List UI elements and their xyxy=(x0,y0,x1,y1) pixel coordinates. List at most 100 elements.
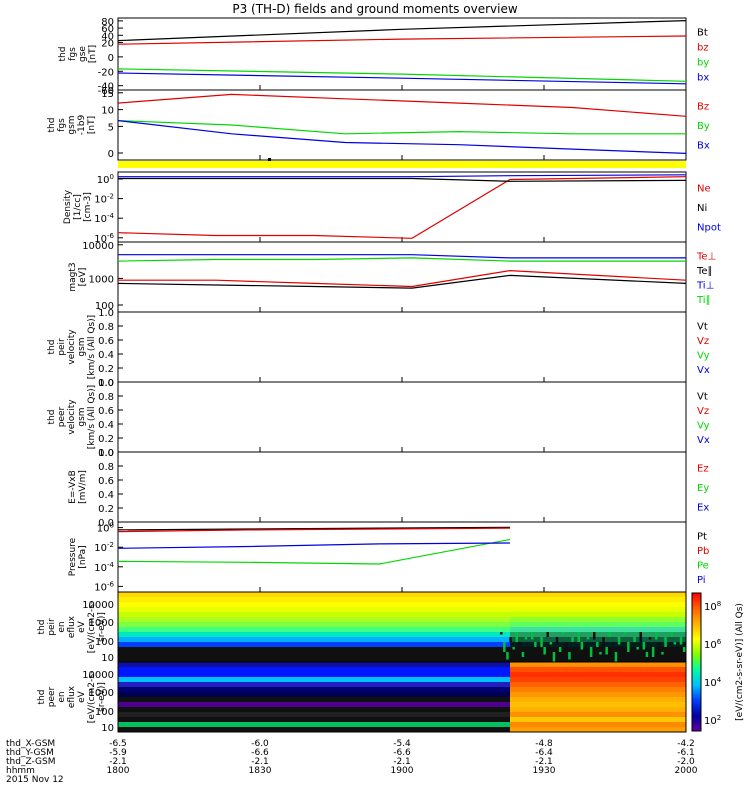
ylabel-density-1: [1/cc] xyxy=(73,194,83,220)
ylabel-peer_velocity-0: thd xyxy=(47,410,57,425)
heat-noise-8 xyxy=(524,637,528,640)
series-fgs_gsm-Bx xyxy=(117,120,687,154)
ylabel-peer_spec-0: thd xyxy=(37,690,47,705)
ylabel-peir_spec-5: [eV/(cm2-s- xyxy=(87,601,97,653)
series-temperature-Ti⊥ xyxy=(118,254,686,259)
heat-noise-11 xyxy=(534,642,537,647)
legend-peir_velocity-Vt: Vt xyxy=(697,321,708,332)
ytick-density-0: 100 xyxy=(97,173,114,186)
panel-frame-peer_velocity xyxy=(117,381,687,453)
heat-cell-peir_spec-R6 xyxy=(510,622,686,628)
ytick-peer_spec-2: 100 xyxy=(95,707,114,718)
legend-efield-Ey: Ey xyxy=(697,483,709,494)
heat-cell-peir_spec-R0 xyxy=(510,592,686,598)
heat-cell-peer_spec-L8 xyxy=(118,702,510,708)
heat-noise-56 xyxy=(673,642,677,645)
heat-cell-peir_spec-R13 xyxy=(510,657,686,663)
legend-temperature-Ti∥: Ti∥ xyxy=(696,295,711,306)
heat-cell-peer_spec-R2 xyxy=(510,672,686,678)
heat-cell-peer_spec-L11 xyxy=(118,717,510,723)
series-density-Npot xyxy=(118,174,687,178)
legend-peer_velocity-Vt: Vt xyxy=(697,391,708,402)
ytick-peir_velocity-4: 0.2 xyxy=(98,364,114,375)
heat-noise-22 xyxy=(568,652,571,660)
ylabel-peir_spec-4: eV xyxy=(77,620,87,633)
heat-noise-7 xyxy=(521,652,525,657)
heat-noise-17 xyxy=(552,652,556,662)
ytick-efield-2: 0.6 xyxy=(98,476,114,487)
heat-noise-21 xyxy=(565,642,568,652)
heat-cell-peir_spec-L5 xyxy=(118,617,510,623)
xaxis-value-0-4: -4.2 xyxy=(677,739,695,749)
heat-noise-57 xyxy=(676,652,680,662)
xaxis-value-0-1: -6.0 xyxy=(251,739,269,749)
heat-cell-peir_spec-L4 xyxy=(118,612,510,618)
heat-noise-15 xyxy=(546,632,549,637)
ylabel-peir_spec-6: sr-eV)] xyxy=(97,612,107,642)
heat-cell-peer_spec-R3 xyxy=(510,677,686,683)
ytick-peir_velocity-2: 0.6 xyxy=(98,336,114,347)
xaxis-value-3-2: 1900 xyxy=(391,766,414,776)
xaxis-value-3-3: 1930 xyxy=(533,766,556,776)
ylabel-peir_velocity-1: peir xyxy=(57,338,67,356)
heat-cell-peir_spec-R1 xyxy=(510,597,686,603)
ylabel-temperature-1: [eV] xyxy=(78,268,88,287)
heat-noise-25 xyxy=(577,632,580,642)
heat-noise-26 xyxy=(580,642,584,650)
heat-cell-peer_spec-L1 xyxy=(118,667,510,673)
heat-noise-35 xyxy=(608,632,611,637)
ylabel-peer_velocity-4: [km/s (All Qs)] xyxy=(87,385,97,449)
ytick-peer_velocity-3: 0.4 xyxy=(98,420,114,431)
ylabel-peer_spec-6: sr-eV)] xyxy=(97,682,107,712)
ytick-efield-1: 0.8 xyxy=(98,462,114,473)
heat-noise-38 xyxy=(617,637,621,645)
ytick-peir_velocity-1: 0.8 xyxy=(98,322,114,333)
legend-fgs_gse-bz: bz xyxy=(697,43,709,54)
heat-noise-5 xyxy=(515,632,518,642)
heat-noise-55 xyxy=(670,632,673,637)
series-fgs_gsm-By xyxy=(117,120,686,135)
heat-cell-peir_spec-R12 xyxy=(510,652,686,658)
ylabel-peer_spec-4: eV xyxy=(77,690,87,703)
xaxis-value-2-3: -2.1 xyxy=(535,757,553,767)
xaxis-value-1-2: -6.6 xyxy=(393,748,411,758)
heat-cell-peer_spec-R8 xyxy=(510,702,686,708)
xaxis-value-2-2: -2.1 xyxy=(393,757,411,767)
heat-noise-52 xyxy=(661,652,664,655)
series-pressure-Pt xyxy=(117,526,511,531)
heat-cell-peir_spec-L8 xyxy=(118,632,510,638)
ytick-pressure-3: 10-6 xyxy=(94,580,114,593)
series-fgs_gse-bz xyxy=(117,35,687,45)
series-temperature-Te⊥ xyxy=(118,269,687,288)
xaxis-value-0-0: -6.5 xyxy=(109,739,127,749)
heat-noise-19 xyxy=(558,647,562,652)
heat-cell-peir_spec-R3 xyxy=(510,607,686,613)
heat-cell-peir_spec-R5 xyxy=(510,617,686,623)
ylabel-peir_velocity-4: [km/s (All Qs)] xyxy=(87,315,97,379)
ytick-temperature-0: 10000 xyxy=(82,241,114,252)
heat-noise-27 xyxy=(583,652,587,657)
ytick-peir_velocity-0: 1.0 xyxy=(98,308,114,319)
ytick-fgs_gse-7: -60 xyxy=(98,86,114,97)
ytick-peir_spec-0: 10000 xyxy=(82,600,114,611)
ytick-fgs_gse-6: -40 xyxy=(98,82,114,93)
ylabel-temperature-0: magt3 xyxy=(68,262,78,291)
ylabel-peir_velocity-2: velocity xyxy=(67,329,77,365)
heat-cell-peer_spec-L0 xyxy=(118,662,510,668)
ytick-fgs_gsm-0: 15 xyxy=(101,89,114,100)
colorbar-tick-3: 102 xyxy=(704,714,721,727)
heat-cell-peir_spec-L11 xyxy=(118,647,510,653)
legend-fgs_gsm-Bx: Bx xyxy=(697,140,710,151)
ytick-fgs_gse-4: 0 xyxy=(108,53,114,64)
legend-pressure-Pe: Pe xyxy=(697,560,709,571)
legend-peer_velocity-Vz: Vz xyxy=(697,406,709,417)
heat-noise-41 xyxy=(627,642,630,652)
ytick-density-1: 10-2 xyxy=(94,193,114,206)
ylabel-pressure-0: Pressure xyxy=(68,537,78,576)
ytick-pressure-1: 10-2 xyxy=(94,541,114,554)
ytick-fgs_gsm-2: 5 xyxy=(108,122,114,133)
ytick-peir_velocity-3: 0.4 xyxy=(98,350,114,361)
heat-noise-45 xyxy=(639,632,642,642)
xaxis-label-0: thd_X-GSM xyxy=(6,739,55,749)
